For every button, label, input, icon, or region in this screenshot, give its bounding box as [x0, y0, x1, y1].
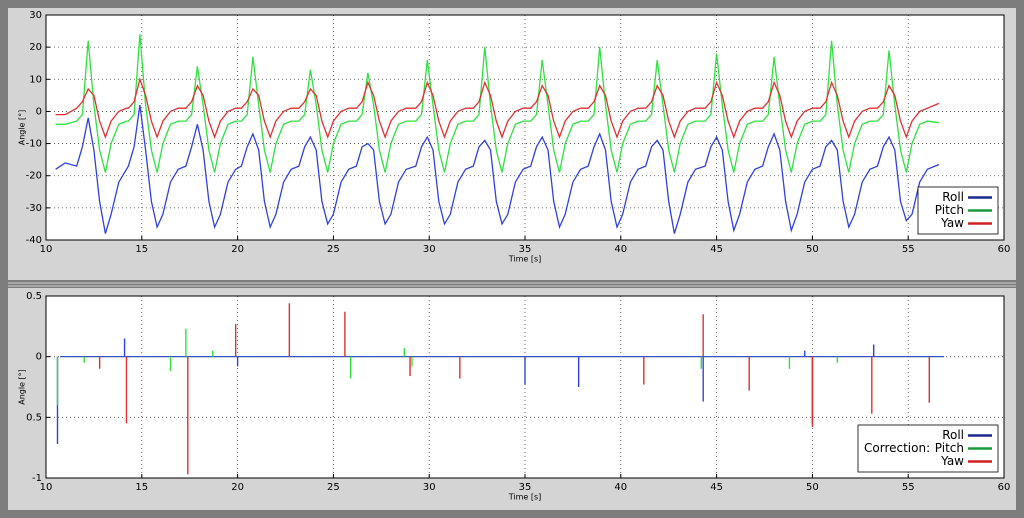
y-tick-label: 0.5 [26, 291, 42, 302]
series-line [55, 77, 940, 140]
x-tick-label: 15 [135, 482, 148, 493]
y-tick-label: 0 [36, 106, 42, 117]
y-tick-label: -10 [26, 139, 42, 150]
x-tick-label: 45 [710, 244, 723, 255]
x-tick-label: 15 [135, 244, 148, 255]
x-tick-label: 10 [40, 482, 53, 493]
x-tick-label: 30 [423, 244, 436, 255]
x-tick-label: 60 [998, 244, 1011, 255]
x-tick-label: 25 [327, 482, 340, 493]
legend-title: Correction: [864, 441, 930, 455]
x-tick-label: 20 [231, 244, 244, 255]
x-tick-label: 45 [710, 482, 723, 493]
y-tick-label: 20 [29, 42, 42, 53]
y-tick-label: 30 [29, 10, 42, 21]
y-tick-label: -30 [26, 203, 42, 214]
y-tick-label: -1 [32, 473, 42, 484]
x-tick-label: 30 [423, 482, 436, 493]
series-line [55, 104, 940, 234]
y-tick-label: -20 [26, 171, 42, 182]
legend-label: Pitch [935, 441, 964, 455]
legend-label: Roll [942, 428, 964, 442]
x-tick-label: 10 [40, 244, 53, 255]
x-tick-label: 60 [998, 482, 1011, 493]
legend-label: Yaw [940, 454, 964, 468]
x-tick-label: 35 [519, 244, 532, 255]
x-tick-label: 40 [614, 244, 627, 255]
y-tick-label: 10 [29, 74, 42, 85]
legend-label: Yaw [940, 216, 964, 230]
x-tick-label: 35 [519, 482, 532, 493]
y-tick-label: 0 [36, 352, 42, 363]
legend-box [857, 424, 999, 473]
legend-label: Pitch [935, 203, 964, 217]
x-tick-label: 25 [327, 244, 340, 255]
x-axis-label: Time [s] [508, 255, 542, 264]
y-tick-label: -40 [26, 235, 42, 246]
y-axis-label: Angle [°] [18, 369, 27, 405]
x-tick-label: 20 [231, 482, 244, 493]
x-tick-label: 55 [902, 482, 915, 493]
series-line [55, 34, 939, 173]
axes-background [46, 296, 1004, 478]
axes-frame [45, 14, 1005, 241]
x-tick-label: 55 [902, 244, 915, 255]
y-axis-label: Angle [°] [18, 110, 27, 146]
x-tick-label: 50 [806, 482, 819, 493]
legend-label: Roll [942, 190, 964, 204]
y-tick-label: 0.5 [26, 412, 42, 423]
axes-frame [45, 295, 1005, 479]
x-tick-label: 40 [614, 482, 627, 493]
x-axis-label: Time [s] [508, 493, 542, 502]
x-tick-label: 50 [806, 244, 819, 255]
